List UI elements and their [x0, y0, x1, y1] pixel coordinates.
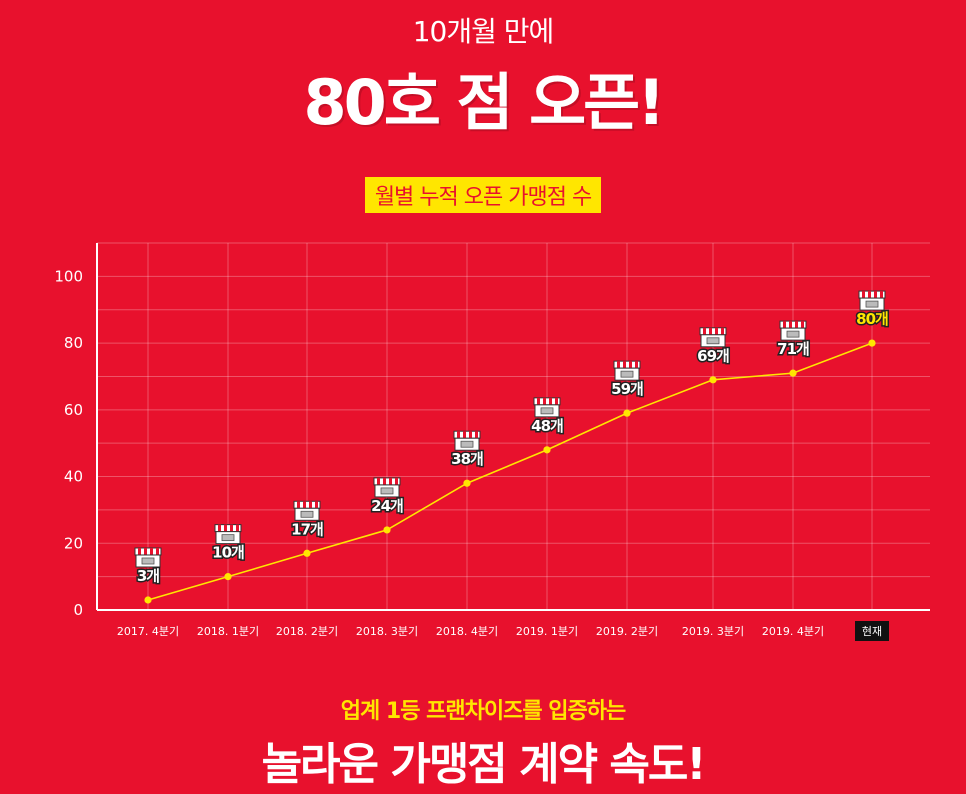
page-subtitle: 10개월 만에	[412, 15, 555, 48]
data-label: 3개	[137, 567, 159, 585]
x-tick-label: 2018. 2분기	[276, 625, 338, 638]
store-icon	[533, 397, 561, 418]
data-point	[463, 479, 471, 487]
data-point	[303, 549, 311, 557]
store-icon	[293, 500, 321, 521]
x-tick-label: 2017. 4분기	[117, 625, 179, 638]
store-icon	[699, 327, 727, 348]
store-icon	[779, 320, 807, 341]
data-label: 10개	[212, 544, 244, 562]
chart-label-wrapper: 월별 누적 오픈 가맹점 수	[0, 177, 966, 213]
line-chart: 0 20 40 60 80 100 2017. 4분기 2018. 1분기 2018. 2분기 2…	[54, 242, 930, 641]
data-point	[144, 596, 152, 604]
data-label: 59개	[611, 380, 643, 398]
data-point	[868, 339, 876, 347]
x-tick-label: 2018. 3분기	[356, 625, 418, 638]
store-icon	[453, 430, 481, 451]
data-label: 71개	[777, 340, 809, 358]
data-label: 38개	[451, 450, 483, 468]
x-tick-label: 2019. 1분기	[516, 625, 578, 638]
store-icon	[858, 290, 886, 311]
data-label: 80개	[856, 310, 888, 328]
x-tick-label: 2018. 1분기	[197, 625, 259, 638]
data-point	[789, 369, 797, 377]
data-point	[224, 573, 232, 581]
data-label: 17개	[291, 520, 323, 538]
x-tick-label: 2019. 3분기	[682, 625, 744, 638]
series-line	[147, 342, 873, 601]
data-point	[383, 526, 391, 534]
data-point	[709, 376, 717, 384]
store-icon	[214, 524, 242, 545]
store-icon	[613, 360, 641, 381]
x-tick-label: 2018. 4분기	[436, 625, 498, 638]
x-tick-label: 2019. 2분기	[596, 625, 658, 638]
chart-title-badge: 월별 누적 오픈 가맹점 수	[364, 177, 602, 213]
data-label: 24개	[371, 497, 403, 515]
page-title: 80호 점 오픈!	[303, 66, 666, 139]
data-label: 48개	[531, 417, 563, 435]
x-tick-label: 2019. 4분기	[762, 625, 824, 638]
footer-subtitle: 업계 1등 프랜차이즈를 입증하는	[340, 699, 626, 724]
store-icon	[134, 547, 162, 568]
y-tick-label: 60	[64, 401, 83, 419]
data-point	[623, 409, 631, 417]
y-tick-label: 40	[64, 468, 83, 486]
data-point	[543, 446, 551, 454]
data-label: 69개	[697, 347, 729, 365]
y-tick-label: 80	[64, 334, 83, 352]
current-badge	[855, 621, 889, 641]
store-icon	[373, 477, 401, 498]
y-tick-label: 20	[64, 534, 83, 552]
y-tick-label: 100	[54, 267, 83, 285]
footer-title: 놀라운 가맹점 계약 속도!	[261, 739, 707, 790]
x-tick-label: 현재	[862, 625, 882, 638]
y-tick-label: 0	[73, 601, 83, 619]
